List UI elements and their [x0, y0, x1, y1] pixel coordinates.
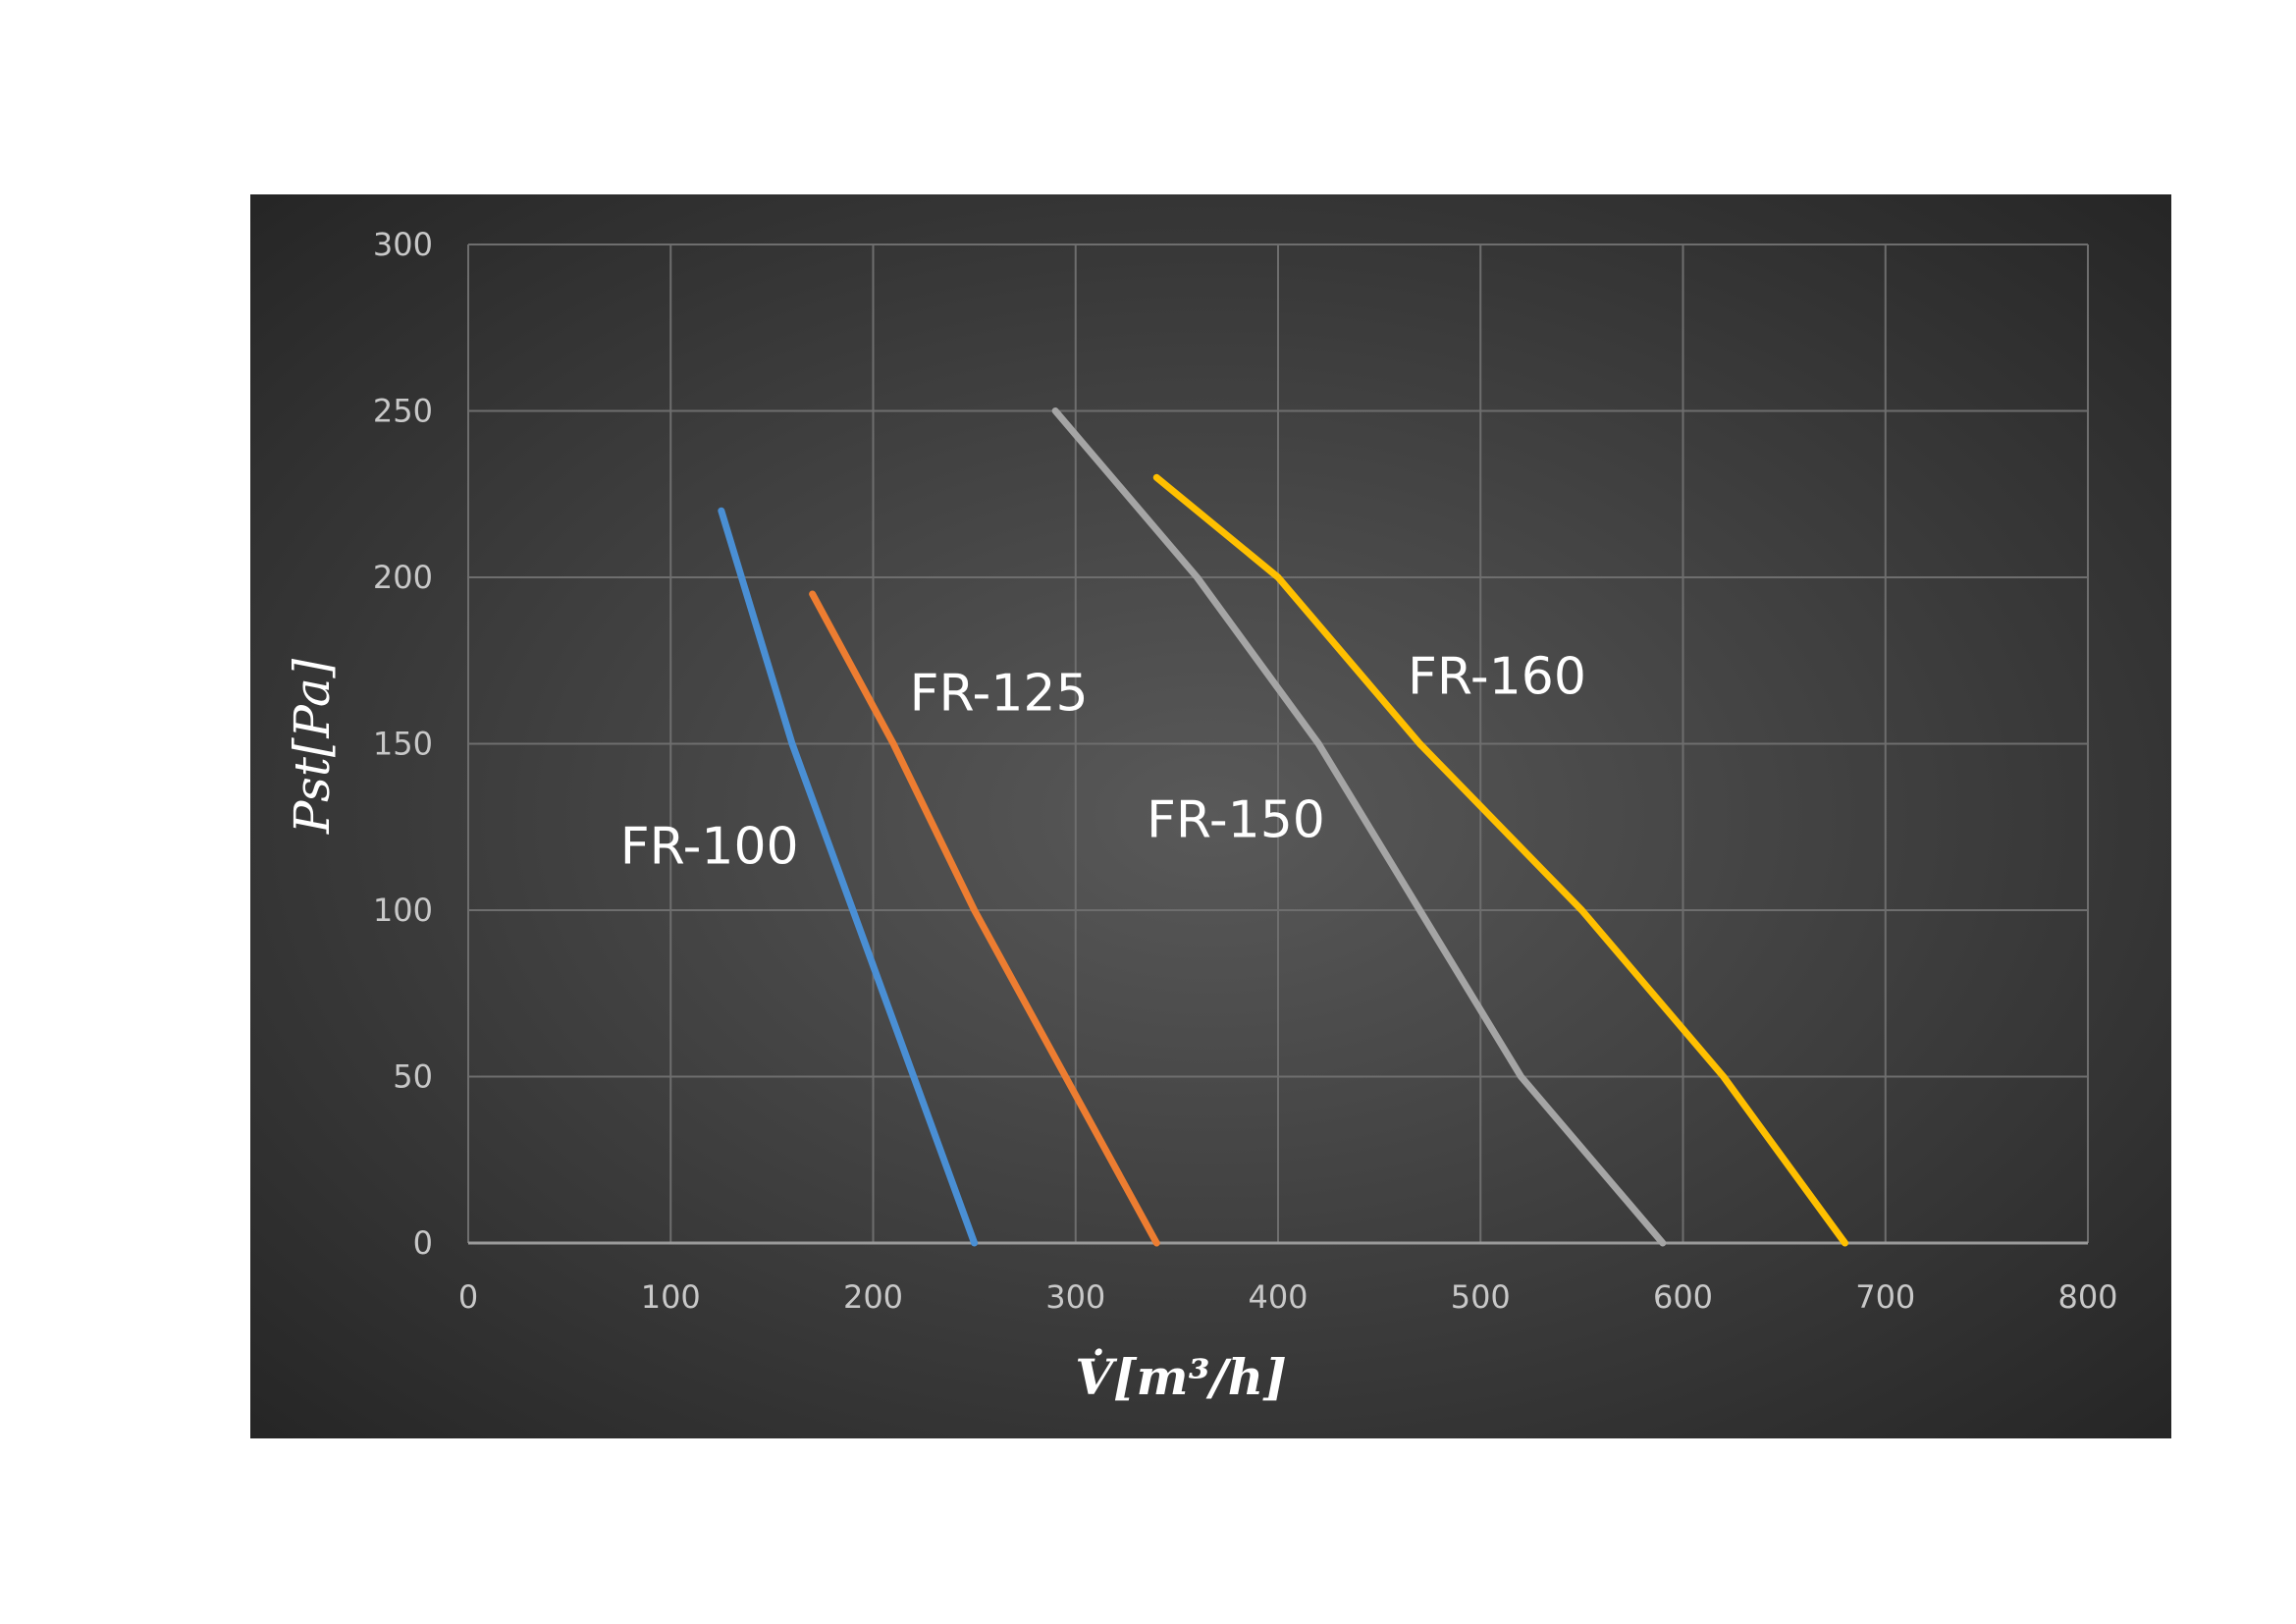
x-tick-label: 600 [1653, 1278, 1713, 1316]
x-tick-label: 0 [458, 1278, 478, 1316]
y-tick-label: 100 [373, 892, 433, 929]
series-labels: FR-100 FR-125 FR-150 FR-160 [620, 648, 1586, 877]
x-tick-label: 400 [1248, 1278, 1308, 1316]
series-label-fr-100: FR-100 [620, 818, 799, 877]
chart-background [250, 194, 2171, 1438]
x-tick-label: 800 [2057, 1278, 2117, 1316]
y-tick-label: 250 [373, 393, 433, 430]
series-lines [718, 407, 1848, 1247]
y-tick-label: 0 [413, 1224, 433, 1262]
axes: 0 100 200 300 400 500 600 700 800 0 50 100 150 200 250… [373, 226, 2118, 1316]
x-tick-label: 200 [843, 1278, 903, 1316]
line-chart: 0 100 200 300 400 500 600 700 800 0 50 100 150 200 250… [250, 194, 2171, 1438]
series-label-fr-125: FR-125 [910, 665, 1089, 724]
series-line-fr-100 [718, 507, 979, 1247]
y-axis-title: Pst[Pa] [284, 658, 341, 835]
x-tick-label: 100 [641, 1278, 701, 1316]
y-tick-label: 50 [393, 1058, 433, 1096]
series-line-fr-160 [1152, 473, 1848, 1247]
y-tick-label: 300 [373, 226, 433, 263]
series-line-fr-125 [809, 590, 1160, 1247]
chart-panel: 0 100 200 300 400 500 600 700 800 0 50 100 150 200 250… [250, 194, 2171, 1438]
series-label-fr-150: FR-150 [1147, 790, 1325, 849]
series-line-fr-150 [1051, 407, 1667, 1247]
x-axis-title: V̇[m³/h] [1075, 1347, 1287, 1406]
series-label-fr-160: FR-160 [1408, 648, 1586, 707]
y-tick-label: 150 [373, 726, 433, 763]
x-tick-label: 300 [1045, 1278, 1105, 1316]
x-tick-label: 700 [1855, 1278, 1915, 1316]
x-tick-label: 500 [1451, 1278, 1511, 1316]
y-tick-label: 200 [373, 559, 433, 596]
